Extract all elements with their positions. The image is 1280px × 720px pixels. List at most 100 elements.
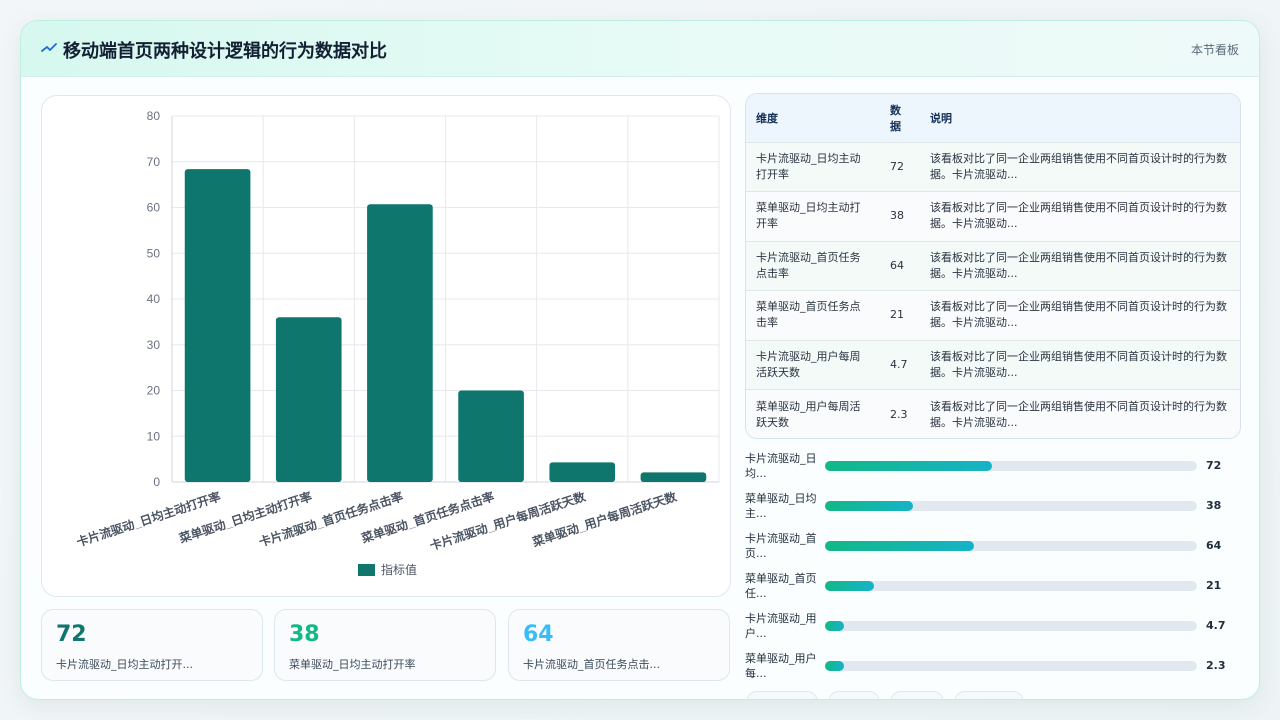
cell-dimension: 卡片流驱动_用户每周活跃天数 — [756, 349, 861, 379]
kpi-label: 卡片流驱动_日均主动打开... — [56, 658, 193, 671]
kpi-value: 72 — [56, 622, 87, 647]
cell-value: 21 — [890, 308, 904, 322]
table-header-row: 维度 数据 说明 — [746, 94, 1240, 142]
x-tick-label: 卡片流驱动_首页任务点击率 — [257, 489, 405, 550]
progress-row: 卡片流驱动_首页... 64 — [745, 529, 1241, 563]
x-tick-label: 卡片流驱动_日均主动打开率 — [75, 489, 223, 550]
y-tick-label: 40 — [147, 292, 161, 306]
table-row: 卡片流驱动_首页任务点击率 64 该看板对比了同一企业两组销售使用不同首页设计时… — [746, 241, 1240, 291]
tag-pill[interactable] — [890, 691, 944, 699]
cell-value: 38 — [890, 209, 904, 223]
bar-chart-panel: 0 10 20 30 40 50 60 70 80 卡片流驱动_日均主动打开率 菜单驱动_日均主动打… — [41, 95, 731, 597]
y-tick-label: 60 — [147, 201, 161, 215]
progress-track — [825, 581, 1197, 591]
progress-fill — [825, 541, 974, 551]
bar — [549, 462, 616, 482]
cell-description: 该看板对比了同一企业两组销售使用不同首页设计时的行为数据。卡片流驱动... — [930, 151, 1227, 181]
table-row: 卡片流驱动_用户每周活跃天数 4.7 该看板对比了同一企业两组销售使用不同首页设… — [746, 340, 1240, 390]
progress-row: 卡片流驱动_用户... 4.7 — [745, 609, 1241, 643]
x-tick-label: 菜单驱动_用户每周活跃天数 — [529, 488, 679, 549]
progress-label: 卡片流驱动_首页... — [745, 532, 817, 560]
cell-description: 该看板对比了同一企业两组销售使用不同首页设计时的行为数据。卡片流驱动... — [930, 250, 1227, 280]
progress-track — [825, 541, 1197, 551]
progress-fill — [825, 661, 844, 671]
progress-fill — [825, 501, 914, 511]
x-tick-label: 卡片流驱动_用户每周活跃天数 — [428, 488, 588, 553]
section-board-link[interactable]: 本节看板 — [1190, 43, 1239, 57]
cell-value: 4.7 — [890, 357, 908, 371]
table-row: 菜单驱动_用户每周活跃天数 2.3 该看板对比了同一企业两组销售使用不同首页设计… — [746, 389, 1240, 438]
progress-label: 卡片流驱动_用户... — [745, 612, 817, 640]
progress-fill — [825, 621, 844, 631]
bar — [367, 204, 433, 483]
tag-pill[interactable] — [954, 691, 1024, 699]
cell-dimension: 卡片流驱动_首页任务点击率 — [756, 250, 861, 280]
bar-chart: 01020304050607080卡片流驱动_日均主动打开率菜单驱动_日均主动打… — [75, 109, 720, 577]
progress-fill — [825, 581, 874, 591]
progress-track — [825, 661, 1197, 671]
col-header-value: 数据 — [890, 103, 901, 133]
table-row: 菜单驱动_首页任务点击率 21 该看板对比了同一企业两组销售使用不同首页设计时的… — [746, 290, 1240, 340]
progress-track — [825, 461, 1197, 471]
legend-label: 指标值 — [381, 562, 417, 577]
cell-dimension: 菜单驱动_日均主动打开率 — [756, 201, 861, 231]
data-table: 维度 数据 说明 卡片流驱动_日均主动打开率 72 该看板对比了同一企业两组销售… — [745, 93, 1241, 439]
bar — [275, 317, 342, 482]
trend-line-icon — [41, 43, 57, 52]
progress-track — [825, 621, 1197, 631]
table-row: 菜单驱动_日均主动打开率 38 该看板对比了同一企业两组销售使用不同首页设计时的… — [746, 191, 1240, 241]
cell-dimension: 菜单驱动_用户每周活跃天数 — [756, 399, 861, 429]
progress-row: 卡片流驱动_日均... 72 — [745, 449, 1241, 483]
kpi-card: 38 菜单驱动_日均主动打开率 — [274, 609, 496, 681]
cell-value: 2.3 — [890, 407, 908, 421]
y-tick-label: 80 — [147, 109, 161, 123]
tag-pill[interactable] — [828, 691, 880, 699]
kpi-label: 菜单驱动_日均主动打开率 — [289, 658, 416, 671]
cell-dimension: 菜单驱动_首页任务点击率 — [756, 300, 861, 330]
progress-row: 菜单驱动_用户每... 2.3 — [745, 649, 1241, 683]
y-tick-label: 20 — [147, 384, 161, 398]
tag-pill[interactable] — [746, 691, 818, 699]
progress-value: 64 — [1206, 539, 1222, 552]
kpi-label: 卡片流驱动_首页任务点击... — [523, 658, 660, 671]
page-title: 移动端首页两种设计逻辑的行为数据对比 — [63, 41, 387, 62]
progress-value: 21 — [1206, 579, 1222, 592]
bar — [458, 390, 524, 482]
kpi-card: 64 卡片流驱动_首页任务点击... — [508, 609, 730, 681]
col-header-dimension: 维度 — [756, 111, 778, 125]
progress-row: 菜单驱动_首页任... 21 — [745, 569, 1241, 603]
cell-description: 该看板对比了同一企业两组销售使用不同首页设计时的行为数据。卡片流驱动... — [930, 349, 1227, 379]
cell-value: 72 — [890, 159, 904, 173]
progress-value: 4.7 — [1206, 619, 1226, 632]
y-tick-label: 30 — [147, 338, 161, 352]
progress-value: 72 — [1206, 459, 1222, 472]
kpi-value: 38 — [289, 622, 320, 647]
cell-description: 该看板对比了同一企业两组销售使用不同首页设计时的行为数据。卡片流驱动... — [930, 399, 1227, 429]
legend-swatch — [358, 564, 375, 576]
bar — [184, 169, 251, 482]
dashboard-card: 移动端首页两种设计逻辑的行为数据对比 本节看板 0 10 20 30 40 50 60 70 8… — [20, 20, 1260, 700]
progress-label: 菜单驱动_用户每... — [745, 652, 817, 680]
cell-description: 该看板对比了同一企业两组销售使用不同首页设计时的行为数据。卡片流驱动... — [930, 201, 1227, 231]
y-tick-label: 50 — [147, 246, 161, 260]
cell-description: 该看板对比了同一企业两组销售使用不同首页设计时的行为数据。卡片流驱动... — [930, 300, 1227, 330]
progress-label: 卡片流驱动_日均... — [745, 452, 817, 480]
bar — [640, 472, 707, 482]
page-header: 移动端首页两种设计逻辑的行为数据对比 本节看板 — [21, 21, 1259, 77]
cell-dimension: 卡片流驱动_日均主动打开率 — [756, 151, 861, 181]
progress-label: 菜单驱动_首页任... — [745, 572, 817, 600]
y-tick-label: 0 — [153, 475, 160, 489]
progress-track — [825, 501, 1197, 511]
progress-fill — [825, 461, 993, 471]
progress-value: 38 — [1206, 499, 1222, 512]
kpi-value: 64 — [523, 622, 554, 647]
table-row: 卡片流驱动_日均主动打开率 72 该看板对比了同一企业两组销售使用不同首页设计时… — [746, 142, 1240, 192]
cell-value: 64 — [890, 258, 904, 272]
col-header-description: 说明 — [930, 111, 952, 125]
kpi-card: 72 卡片流驱动_日均主动打开... — [41, 609, 263, 681]
y-tick-label: 10 — [147, 429, 161, 443]
progress-row: 菜单驱动_日均主... 38 — [745, 489, 1241, 523]
progress-label: 菜单驱动_日均主... — [745, 492, 817, 520]
y-tick-label: 70 — [147, 155, 161, 169]
progress-value: 2.3 — [1206, 659, 1226, 672]
